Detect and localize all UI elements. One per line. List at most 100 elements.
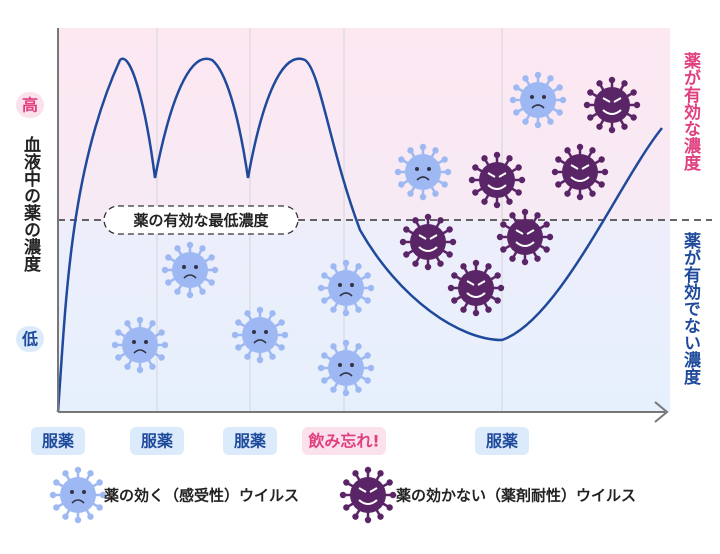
spike-tip: [518, 176, 526, 184]
spike-tip: [74, 466, 82, 474]
spike-tip: [74, 516, 82, 524]
spike-tip: [608, 126, 616, 134]
susceptible-virus: [231, 306, 289, 364]
spike-tip: [460, 306, 467, 313]
spike-tip: [352, 470, 359, 477]
mouth: [183, 274, 197, 279]
spike-tip: [330, 263, 337, 270]
threshold-label: 薬の有効な最低濃度: [132, 212, 269, 230]
spike-tip: [62, 470, 69, 477]
spike-tip: [367, 364, 375, 372]
spike-tip: [551, 168, 559, 176]
spike-tip: [281, 331, 289, 339]
spike-tip: [621, 123, 628, 130]
spike-tip: [555, 156, 562, 163]
spike-tip: [534, 121, 542, 129]
body: [562, 154, 598, 190]
spike-tip: [412, 217, 419, 224]
spike-tip: [547, 118, 554, 125]
spike-tip: [208, 254, 215, 261]
spike-tip: [500, 246, 507, 253]
spike-tip: [534, 212, 541, 219]
body: [405, 154, 441, 190]
spike-tip: [472, 189, 479, 196]
spike-tip: [62, 513, 69, 520]
spike-tip: [339, 491, 347, 499]
spike-tip: [208, 279, 215, 286]
susceptible-virus: [111, 316, 169, 374]
spike-tip: [596, 80, 603, 87]
eye: [542, 95, 546, 99]
spike-tip: [355, 386, 362, 393]
spike-tip: [513, 109, 520, 116]
eye: [144, 340, 148, 344]
body: [242, 317, 278, 353]
susceptible-virus: [317, 259, 375, 317]
spike-tip: [437, 217, 444, 224]
eye: [350, 283, 354, 287]
eye: [415, 167, 419, 171]
spike-tip: [199, 288, 206, 295]
spike-tip: [186, 291, 194, 299]
eye: [427, 167, 431, 171]
spike-tip: [87, 470, 94, 477]
spike-tip: [330, 343, 337, 350]
face: [466, 280, 486, 298]
spike-tip: [534, 71, 542, 79]
spike-tip: [481, 155, 488, 162]
legend-resistant: 薬の効かない（薬剤耐性）ウイルス: [395, 487, 636, 505]
spike-tip: [412, 260, 419, 267]
face: [358, 487, 378, 505]
susceptible-virus: [317, 339, 375, 397]
spike-tip: [576, 193, 584, 201]
low-label: 低: [21, 330, 38, 349]
spike-tip: [424, 263, 432, 271]
spike-tip: [199, 245, 206, 252]
spike-tip: [534, 255, 541, 262]
spike-tip: [96, 504, 103, 511]
eye: [132, 340, 136, 344]
spike-tip: [444, 168, 452, 176]
spike-tip: [556, 84, 563, 91]
viruses: [49, 71, 641, 524]
spike-tip: [115, 329, 122, 336]
spike-tip: [608, 76, 616, 84]
effective-label: 薬が有効な濃度: [680, 52, 701, 172]
body: [328, 350, 364, 386]
legend-susceptible: 薬の効く（感受性）ウイルス: [103, 487, 299, 505]
body: [60, 477, 96, 513]
spike-tip: [509, 255, 516, 262]
mouth: [253, 339, 267, 344]
face: [515, 229, 535, 247]
resistant-virus: [496, 208, 554, 266]
spike-tip: [407, 147, 414, 154]
mouth: [531, 104, 545, 109]
spike-tip: [231, 331, 239, 339]
spike-tip: [364, 466, 372, 474]
spike-tip: [506, 198, 513, 205]
spike-tip: [555, 181, 562, 188]
spike-tip: [515, 189, 522, 196]
body: [458, 270, 494, 306]
susceptible-virus: [394, 143, 452, 201]
spike-tip: [256, 306, 264, 314]
spike-tip: [556, 109, 563, 116]
spike-tip: [269, 353, 276, 360]
spike-tip: [364, 377, 371, 384]
spike-tip: [494, 297, 501, 304]
event-label: 服薬: [42, 432, 75, 451]
spike-tip: [158, 354, 165, 361]
spike-tip: [115, 354, 122, 361]
eye: [70, 490, 74, 494]
spike-tip: [447, 284, 455, 292]
spike-tip: [352, 513, 359, 520]
spike-tip: [278, 344, 285, 351]
spike-tip: [386, 504, 393, 511]
eye: [264, 330, 268, 334]
spike-tip: [355, 306, 362, 313]
spike-tip: [321, 297, 328, 304]
spike-tip: [497, 284, 505, 292]
face: [418, 234, 438, 252]
spike-tip: [543, 246, 550, 253]
spike-tip: [244, 353, 251, 360]
